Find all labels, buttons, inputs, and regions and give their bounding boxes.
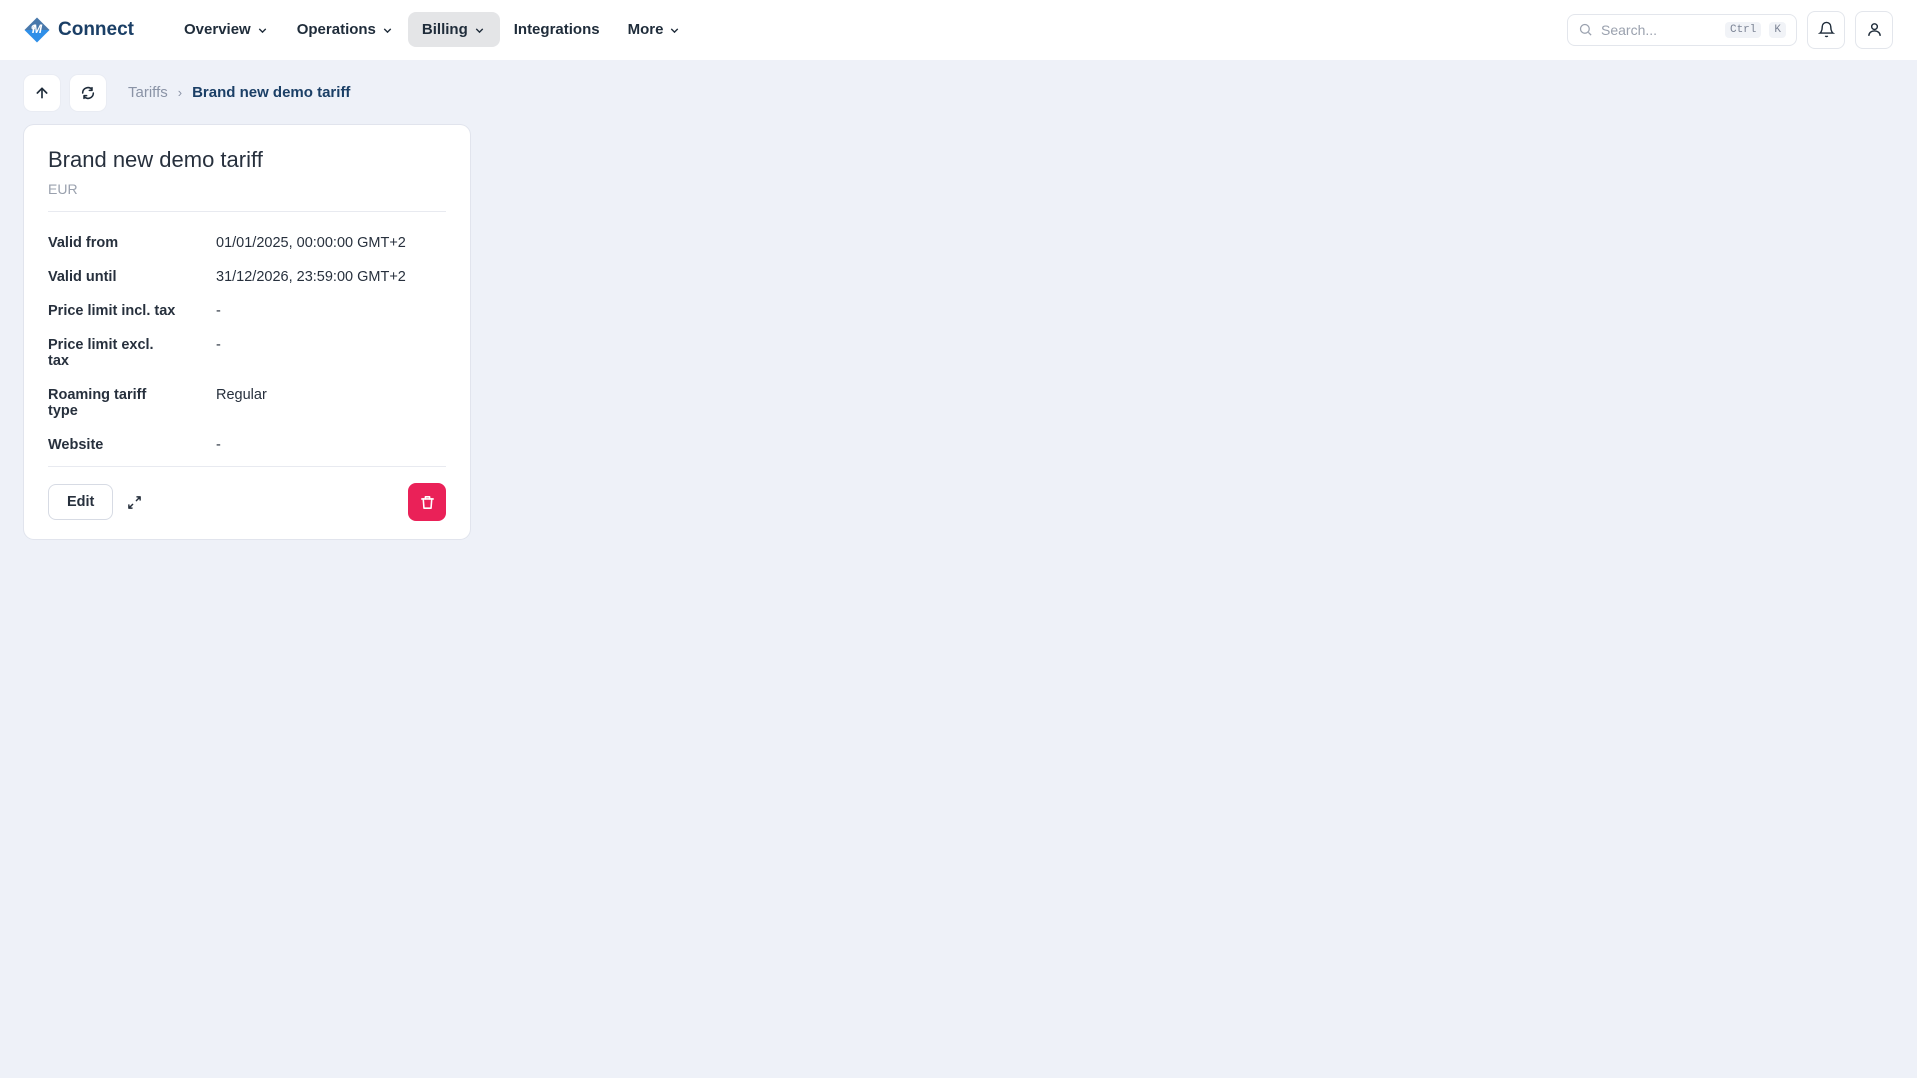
svg-text:e: e	[31, 22, 36, 31]
